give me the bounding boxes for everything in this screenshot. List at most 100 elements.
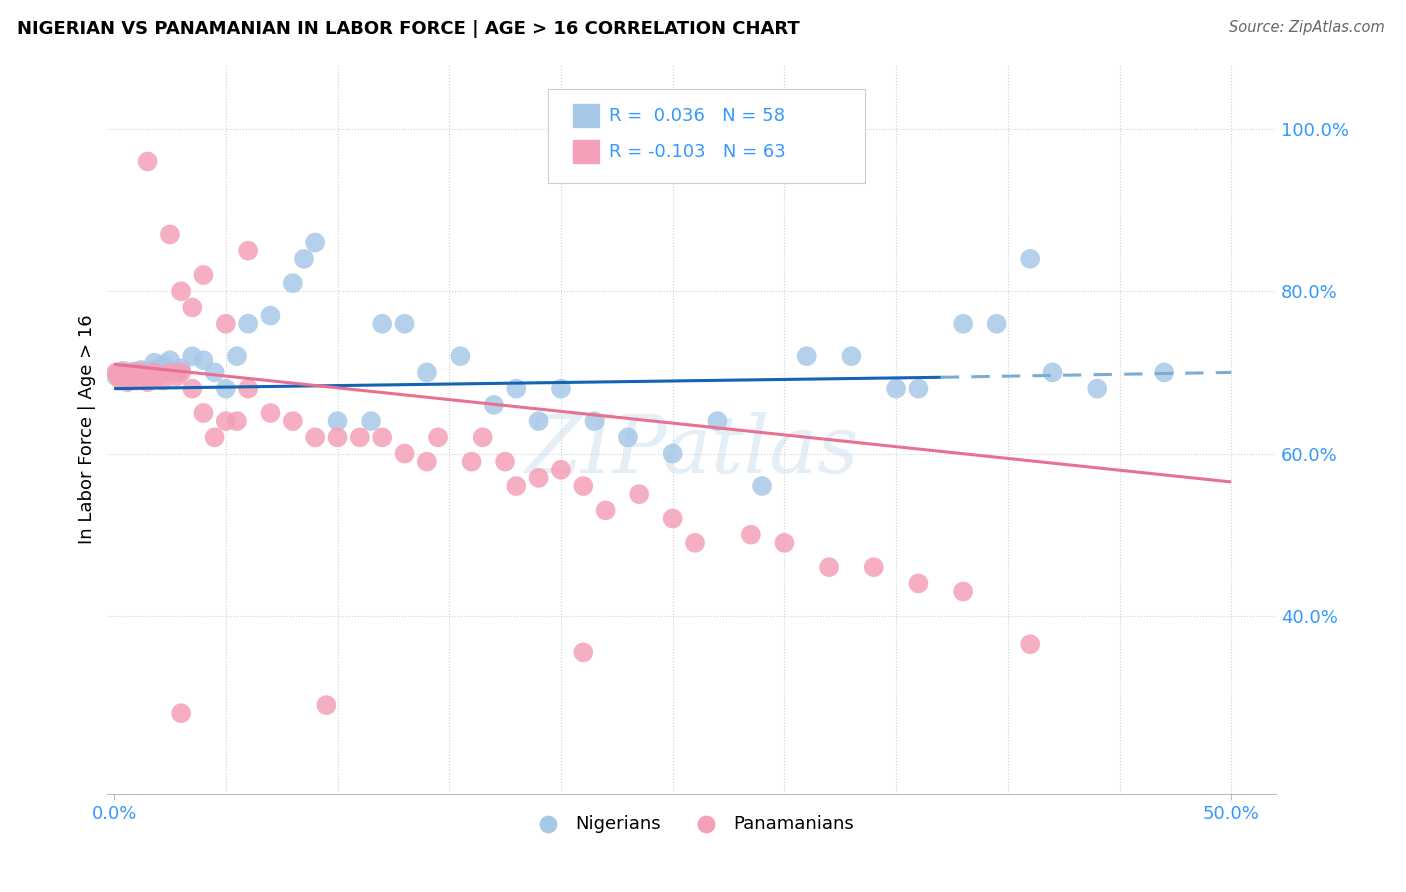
Point xyxy=(661,446,683,460)
Point xyxy=(460,455,482,469)
Point xyxy=(132,372,155,386)
Point xyxy=(226,349,249,363)
Point xyxy=(304,235,326,250)
Point xyxy=(416,455,439,469)
Point xyxy=(862,560,884,574)
Point xyxy=(129,363,152,377)
Point xyxy=(292,252,315,266)
Point xyxy=(349,430,371,444)
Point xyxy=(907,576,929,591)
Point xyxy=(111,366,134,380)
Point xyxy=(326,430,349,444)
Point xyxy=(215,414,238,428)
Point xyxy=(148,369,170,384)
Point xyxy=(193,406,215,420)
Point xyxy=(125,370,148,384)
Point xyxy=(751,479,773,493)
Point xyxy=(117,371,139,385)
Point xyxy=(907,382,929,396)
Point xyxy=(152,357,174,371)
Point xyxy=(170,366,193,380)
Point xyxy=(166,369,188,384)
Point xyxy=(683,536,706,550)
Point xyxy=(159,227,181,242)
Point xyxy=(841,349,863,363)
Point xyxy=(494,455,516,469)
Point xyxy=(1042,366,1064,380)
Point xyxy=(595,503,617,517)
Point xyxy=(583,414,606,428)
Point xyxy=(121,368,143,383)
Point xyxy=(141,367,163,381)
Point xyxy=(122,366,145,380)
Point xyxy=(134,366,156,380)
Legend: Nigerians, Panamanians: Nigerians, Panamanians xyxy=(523,807,860,840)
Point xyxy=(360,414,382,428)
Point xyxy=(796,349,818,363)
Point xyxy=(159,366,181,380)
Point xyxy=(125,374,148,388)
Point xyxy=(139,372,162,386)
Point xyxy=(215,382,238,396)
Point xyxy=(527,414,550,428)
Point xyxy=(371,430,394,444)
Point xyxy=(136,375,159,389)
Point xyxy=(128,369,150,384)
Text: R =  0.036   N = 58: R = 0.036 N = 58 xyxy=(609,107,785,125)
Point xyxy=(236,244,259,258)
Point xyxy=(371,317,394,331)
Point xyxy=(114,368,136,383)
Text: NIGERIAN VS PANAMANIAN IN LABOR FORCE | AGE > 16 CORRELATION CHART: NIGERIAN VS PANAMANIAN IN LABOR FORCE | … xyxy=(17,20,800,37)
Point xyxy=(259,309,281,323)
Point xyxy=(181,349,204,363)
Point xyxy=(427,430,450,444)
Point xyxy=(394,317,416,331)
Point xyxy=(143,366,166,380)
Point xyxy=(159,353,181,368)
Point xyxy=(572,479,595,493)
Point xyxy=(326,414,349,428)
Point xyxy=(952,584,974,599)
Point xyxy=(152,374,174,388)
Point xyxy=(1019,252,1042,266)
Point xyxy=(1085,382,1108,396)
Point xyxy=(110,367,132,381)
Point xyxy=(170,361,193,376)
Point xyxy=(884,382,907,396)
Point xyxy=(617,430,640,444)
Point xyxy=(215,317,238,331)
Point xyxy=(259,406,281,420)
Point xyxy=(118,366,141,380)
Point xyxy=(773,536,796,550)
Point xyxy=(139,364,162,378)
Point xyxy=(394,446,416,460)
Point xyxy=(107,366,129,380)
Point xyxy=(281,276,304,290)
Point xyxy=(204,366,226,380)
Point xyxy=(110,374,132,388)
Point xyxy=(181,382,204,396)
Text: Source: ZipAtlas.com: Source: ZipAtlas.com xyxy=(1229,20,1385,35)
Point xyxy=(740,527,762,541)
Point xyxy=(661,511,683,525)
Point xyxy=(136,154,159,169)
Point xyxy=(105,369,128,384)
Point xyxy=(181,301,204,315)
Point xyxy=(952,317,974,331)
Point xyxy=(281,414,304,428)
Point xyxy=(166,366,188,380)
Point xyxy=(114,369,136,384)
Point xyxy=(1153,366,1175,380)
Point xyxy=(572,645,595,659)
Point xyxy=(628,487,651,501)
Point xyxy=(170,285,193,299)
Point xyxy=(550,382,572,396)
Point xyxy=(122,365,145,379)
Point xyxy=(550,463,572,477)
Point xyxy=(482,398,505,412)
Point xyxy=(416,366,439,380)
Point xyxy=(134,368,156,383)
Point xyxy=(471,430,494,444)
Point xyxy=(818,560,841,574)
Point xyxy=(986,317,1008,331)
